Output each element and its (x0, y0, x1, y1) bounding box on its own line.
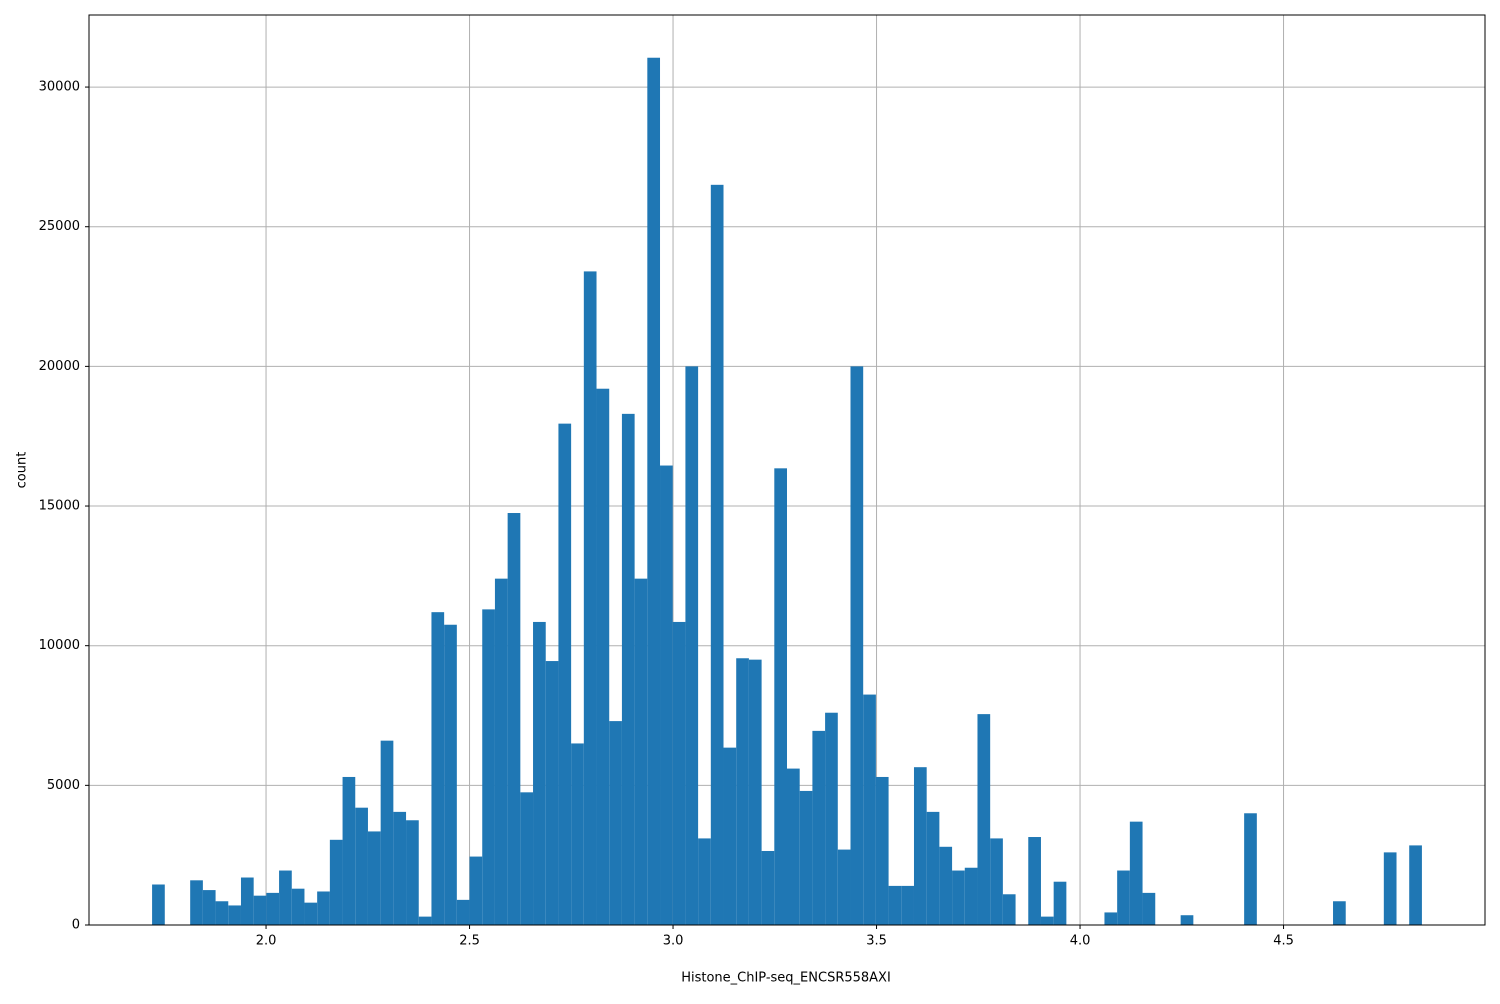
y-tick-label: 0 (72, 918, 80, 933)
bar (990, 838, 1003, 925)
y-tick-label: 30000 (39, 80, 80, 95)
bar (787, 768, 800, 925)
bar (202, 890, 216, 925)
y-tick-label: 25000 (39, 219, 80, 234)
bar (266, 892, 280, 925)
bar (748, 659, 762, 925)
bar (647, 57, 661, 926)
bar (939, 846, 953, 925)
bar (1053, 881, 1067, 925)
bar (228, 905, 241, 925)
x-tick-label: 4.0 (1070, 934, 1091, 949)
bar (279, 870, 292, 925)
bar (355, 807, 368, 925)
x-tick-label: 2.5 (459, 934, 480, 949)
bar (850, 366, 864, 925)
bar (291, 888, 305, 925)
bar (507, 513, 521, 925)
bar (444, 624, 457, 925)
bar (393, 811, 407, 925)
bar (482, 609, 495, 925)
bar (609, 721, 622, 925)
bar (329, 839, 343, 925)
bar (1117, 870, 1130, 925)
bar (634, 578, 648, 925)
bar (952, 870, 965, 925)
bar (367, 831, 381, 925)
bar (926, 811, 940, 925)
bar (799, 790, 813, 925)
y-tick-label: 5000 (47, 778, 80, 793)
bar (825, 712, 838, 925)
bar (1028, 837, 1041, 925)
bar (875, 776, 889, 925)
bar (1040, 916, 1054, 925)
bar (304, 902, 318, 925)
bar (863, 694, 876, 925)
bar (1180, 915, 1194, 925)
bar (494, 578, 508, 925)
y-tick-label: 20000 (39, 359, 80, 374)
bar (1104, 912, 1118, 925)
bar (888, 885, 902, 925)
bar (583, 271, 597, 926)
bar (317, 891, 330, 925)
bar (1142, 892, 1156, 925)
bar (698, 838, 711, 925)
bar (913, 767, 927, 925)
bar (342, 776, 356, 925)
bar (240, 877, 254, 925)
bar (533, 621, 546, 925)
bar (431, 612, 445, 925)
bar (253, 895, 267, 925)
bar (672, 621, 686, 925)
x-tick-label: 3.5 (866, 934, 887, 949)
bar (977, 714, 991, 925)
bar (558, 423, 572, 925)
bar (837, 849, 851, 925)
bar (1244, 813, 1257, 925)
bar (520, 792, 534, 925)
bar (1383, 852, 1397, 925)
bar (1002, 894, 1016, 925)
bar (545, 661, 559, 925)
x-axis-label: Histone_ChIP-seq_ENCSR558AXI (681, 971, 891, 986)
bar (456, 899, 470, 925)
bar (380, 740, 394, 925)
bar (761, 850, 775, 925)
bar (469, 856, 483, 925)
x-tick-label: 2.0 (256, 934, 277, 949)
bar (190, 880, 203, 925)
bar (596, 388, 610, 925)
x-tick-label: 3.0 (663, 934, 684, 949)
bar (418, 916, 432, 925)
bar (660, 465, 673, 925)
y-tick-label: 15000 (39, 499, 80, 514)
bar (1129, 821, 1143, 925)
y-axis-label: count (15, 452, 30, 489)
bar (774, 468, 787, 925)
bar (901, 885, 914, 925)
x-tick-label: 4.5 (1273, 934, 1294, 949)
bar (812, 730, 826, 925)
bar (621, 413, 635, 925)
bar (406, 820, 419, 925)
bar (152, 884, 165, 925)
y-tick-label: 10000 (39, 638, 80, 653)
bar (736, 658, 749, 925)
bar (1409, 845, 1422, 925)
bar (710, 184, 724, 926)
bar (215, 901, 229, 925)
plot-frame (88, 14, 1486, 926)
bar (685, 366, 699, 925)
bar (571, 743, 584, 925)
bar (1333, 901, 1346, 925)
bar (723, 747, 737, 925)
bar (964, 867, 978, 925)
